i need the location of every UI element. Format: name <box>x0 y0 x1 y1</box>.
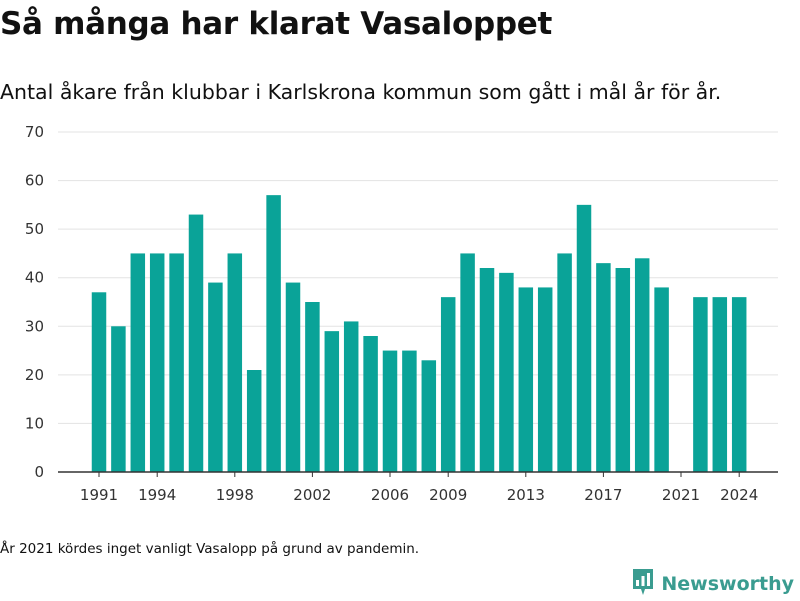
x-tick-label: 2013 <box>507 486 545 504</box>
bar-2015 <box>557 253 572 472</box>
bar-2023 <box>712 297 728 472</box>
bar-2006 <box>382 350 398 472</box>
grid-lines <box>58 131 778 424</box>
bar-2014 <box>537 287 553 472</box>
bar-2002 <box>305 302 320 472</box>
chart-title: Så många har klarat Vasaloppet <box>0 6 553 42</box>
bar-2001 <box>285 282 301 472</box>
x-tick-label: 2017 <box>584 486 622 504</box>
bar-1994 <box>149 253 165 472</box>
bar-2024 <box>731 297 747 472</box>
x-tick-label: 2006 <box>371 486 409 504</box>
brand-name: Newsworthy <box>661 573 794 595</box>
chart-subtitle: Antal åkare från klubbar i Karlskrona ko… <box>0 80 722 104</box>
bar-2007 <box>402 350 417 472</box>
bar-2011 <box>479 268 495 472</box>
x-tick-label: 2009 <box>429 486 467 504</box>
y-tick-label: 30 <box>25 317 44 335</box>
y-tick-label: 70 <box>25 123 44 141</box>
bar-1992 <box>111 326 126 472</box>
bar-1999 <box>246 370 262 472</box>
bar-2009 <box>440 297 456 472</box>
bar-1998 <box>227 253 243 472</box>
bar-chart: 0 10 20 30 40 50 60 70 1991 1994 1998 2002 2006 2009 2… <box>25 123 778 504</box>
bar-2016 <box>576 204 592 473</box>
bar-2005 <box>363 336 378 472</box>
bar-1991 <box>91 292 107 472</box>
bar-2003 <box>324 331 340 472</box>
bar-2017 <box>596 263 611 472</box>
x-tick-label: 2021 <box>662 486 700 504</box>
bar-1993 <box>130 253 146 472</box>
bar-1996 <box>188 214 204 472</box>
bar-1997 <box>208 282 223 472</box>
x-tick-label: 1994 <box>138 486 176 504</box>
bar-2004 <box>343 321 359 472</box>
newsworthy-logo-icon <box>631 567 655 601</box>
y-tick-label: 50 <box>25 220 44 238</box>
y-tick-label: 40 <box>25 269 44 287</box>
bar-2010 <box>460 253 475 472</box>
y-tick-label: 0 <box>34 463 44 481</box>
bar-2008 <box>421 360 437 472</box>
brand-logo: Newsworthy <box>631 568 794 600</box>
bar-2018 <box>615 268 631 472</box>
y-tick-label: 20 <box>25 366 44 384</box>
x-tick-label: 2024 <box>720 486 758 504</box>
bars <box>91 195 747 473</box>
x-tick-label: 1991 <box>80 486 118 504</box>
bar-1995 <box>169 253 184 472</box>
bar-2019 <box>634 258 650 472</box>
bar-2000 <box>266 195 281 472</box>
x-tick-label: 2002 <box>293 486 331 504</box>
bar-2012 <box>499 272 514 472</box>
bar-2013 <box>518 287 534 472</box>
bar-2022 <box>693 297 708 472</box>
y-tick-label: 10 <box>25 414 44 432</box>
bar-2020 <box>654 287 669 472</box>
x-tick-label: 1998 <box>216 486 254 504</box>
y-tick-label: 60 <box>25 172 44 190</box>
footnote: År 2021 kördes inget vanligt Vasalopp på… <box>0 541 420 557</box>
axes: 0 10 20 30 40 50 60 70 1991 1994 1998 2002 2006 2009 2… <box>25 123 778 504</box>
